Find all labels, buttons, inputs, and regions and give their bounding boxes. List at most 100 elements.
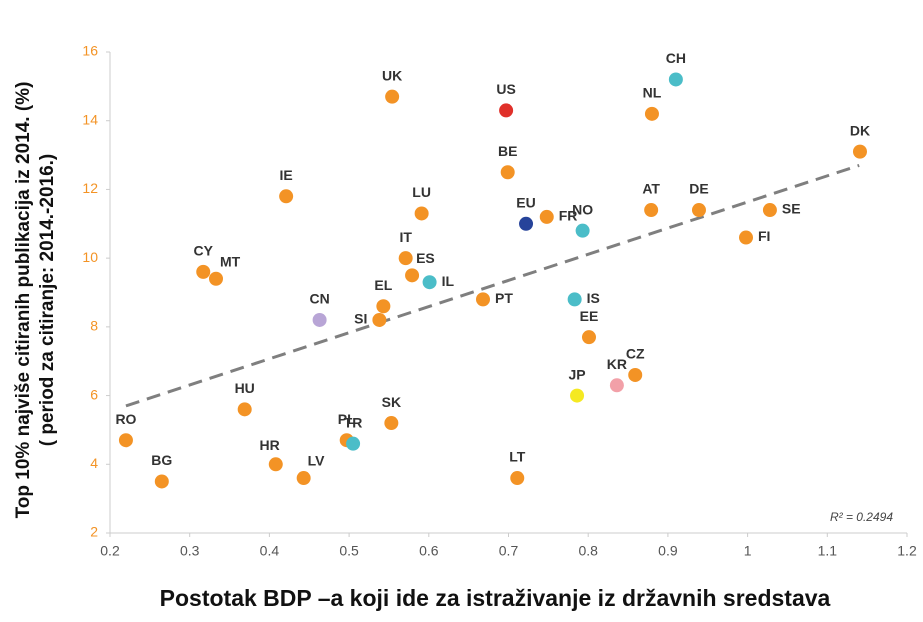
point bbox=[581, 330, 596, 345]
y-tick-label: 10 bbox=[82, 249, 98, 265]
point-label: BE bbox=[498, 143, 517, 159]
point bbox=[405, 268, 420, 283]
point bbox=[312, 312, 327, 327]
y-tick-label: 4 bbox=[90, 455, 98, 471]
point-label: CN bbox=[309, 291, 329, 307]
x-tick-label: 0.7 bbox=[499, 543, 519, 559]
point-label: KR bbox=[607, 356, 627, 372]
r-squared: R² = 0.2494 bbox=[830, 510, 893, 524]
point-label: TR bbox=[344, 414, 363, 430]
point-label: JP bbox=[568, 366, 585, 382]
y-tick-label: 6 bbox=[90, 386, 98, 402]
point bbox=[384, 416, 399, 431]
point bbox=[519, 216, 534, 231]
x-tick-label: 0.4 bbox=[260, 543, 280, 559]
point-label: CY bbox=[194, 243, 214, 259]
point bbox=[762, 203, 777, 218]
point bbox=[372, 312, 387, 327]
y-axis-label: ( period za citiranje: 2014.-2016.) bbox=[37, 154, 58, 447]
point bbox=[500, 165, 515, 180]
point-label: FI bbox=[758, 228, 770, 244]
point bbox=[296, 471, 311, 486]
point-label: PL bbox=[338, 411, 356, 427]
point bbox=[414, 206, 429, 221]
point bbox=[739, 230, 754, 245]
point bbox=[644, 203, 659, 218]
point bbox=[567, 292, 582, 307]
x-axis-label: Postotak BDP –a koji ide za istraživanje… bbox=[160, 585, 831, 611]
point bbox=[237, 402, 252, 417]
y-tick-label: 8 bbox=[90, 318, 98, 334]
x-tick-label: 1.2 bbox=[897, 543, 917, 559]
point-label: ES bbox=[416, 250, 435, 266]
point-label: RO bbox=[115, 411, 136, 427]
y-tick-label: 12 bbox=[82, 180, 98, 196]
point-label: MT bbox=[220, 253, 241, 269]
point-label: LV bbox=[308, 453, 326, 469]
point-label: EL bbox=[374, 277, 392, 293]
point bbox=[510, 471, 525, 486]
point-label: DK bbox=[850, 122, 870, 138]
point-label: SE bbox=[782, 201, 801, 217]
y-axis-label: Top 10% najviše citiranih publikacija iz… bbox=[13, 82, 34, 519]
point-label: DE bbox=[689, 181, 708, 197]
point bbox=[385, 89, 400, 104]
point-label: LT bbox=[509, 449, 526, 465]
point-label: FR bbox=[559, 208, 578, 224]
x-tick-label: 0.9 bbox=[658, 543, 678, 559]
point-label: EU bbox=[516, 194, 535, 210]
point-label: PT bbox=[495, 290, 513, 306]
point bbox=[852, 144, 867, 159]
point bbox=[118, 433, 133, 448]
point bbox=[346, 436, 361, 451]
point bbox=[154, 474, 169, 489]
y-tick-label: 14 bbox=[82, 111, 98, 127]
point-label: AT bbox=[642, 181, 660, 197]
point-label: HR bbox=[260, 437, 280, 453]
point bbox=[376, 299, 391, 314]
point-label: BG bbox=[151, 452, 172, 468]
x-tick-label: 1.1 bbox=[818, 543, 838, 559]
point-label: SI bbox=[354, 311, 367, 327]
trendline bbox=[125, 163, 860, 408]
point bbox=[575, 223, 590, 238]
x-tick-label: 0.5 bbox=[339, 543, 359, 559]
x-tick-label: 1 bbox=[744, 543, 752, 559]
point bbox=[499, 103, 514, 118]
x-tick-label: 0.3 bbox=[180, 543, 200, 559]
point-label: IE bbox=[280, 167, 293, 183]
point bbox=[691, 203, 706, 218]
point bbox=[475, 292, 490, 307]
point bbox=[644, 106, 659, 121]
y-tick-label: 16 bbox=[82, 43, 98, 59]
point-label: CH bbox=[666, 50, 686, 66]
point bbox=[398, 251, 413, 266]
point bbox=[668, 72, 683, 87]
point-label: CZ bbox=[626, 346, 645, 362]
point-label: NO bbox=[572, 201, 593, 217]
point bbox=[209, 271, 224, 286]
point-label: IS bbox=[587, 290, 600, 306]
point bbox=[539, 209, 554, 224]
point-label: EE bbox=[580, 308, 599, 324]
point-label: IT bbox=[399, 229, 412, 245]
point-label: UK bbox=[382, 67, 402, 83]
point-label: US bbox=[496, 81, 515, 97]
point-label: HU bbox=[235, 380, 255, 396]
point-label: IL bbox=[442, 273, 455, 289]
point bbox=[196, 264, 211, 279]
x-tick-label: 0.6 bbox=[419, 543, 439, 559]
x-tick-label: 0.2 bbox=[100, 543, 120, 559]
point bbox=[268, 457, 283, 472]
x-tick-label: 0.8 bbox=[578, 543, 598, 559]
point-label: NL bbox=[643, 85, 662, 101]
y-tick-label: 2 bbox=[90, 524, 98, 540]
point bbox=[570, 388, 585, 403]
point bbox=[279, 189, 294, 204]
point bbox=[628, 367, 643, 382]
point-label: SK bbox=[382, 394, 401, 410]
point bbox=[609, 378, 624, 393]
point-label: LU bbox=[412, 184, 431, 200]
point bbox=[422, 275, 437, 290]
